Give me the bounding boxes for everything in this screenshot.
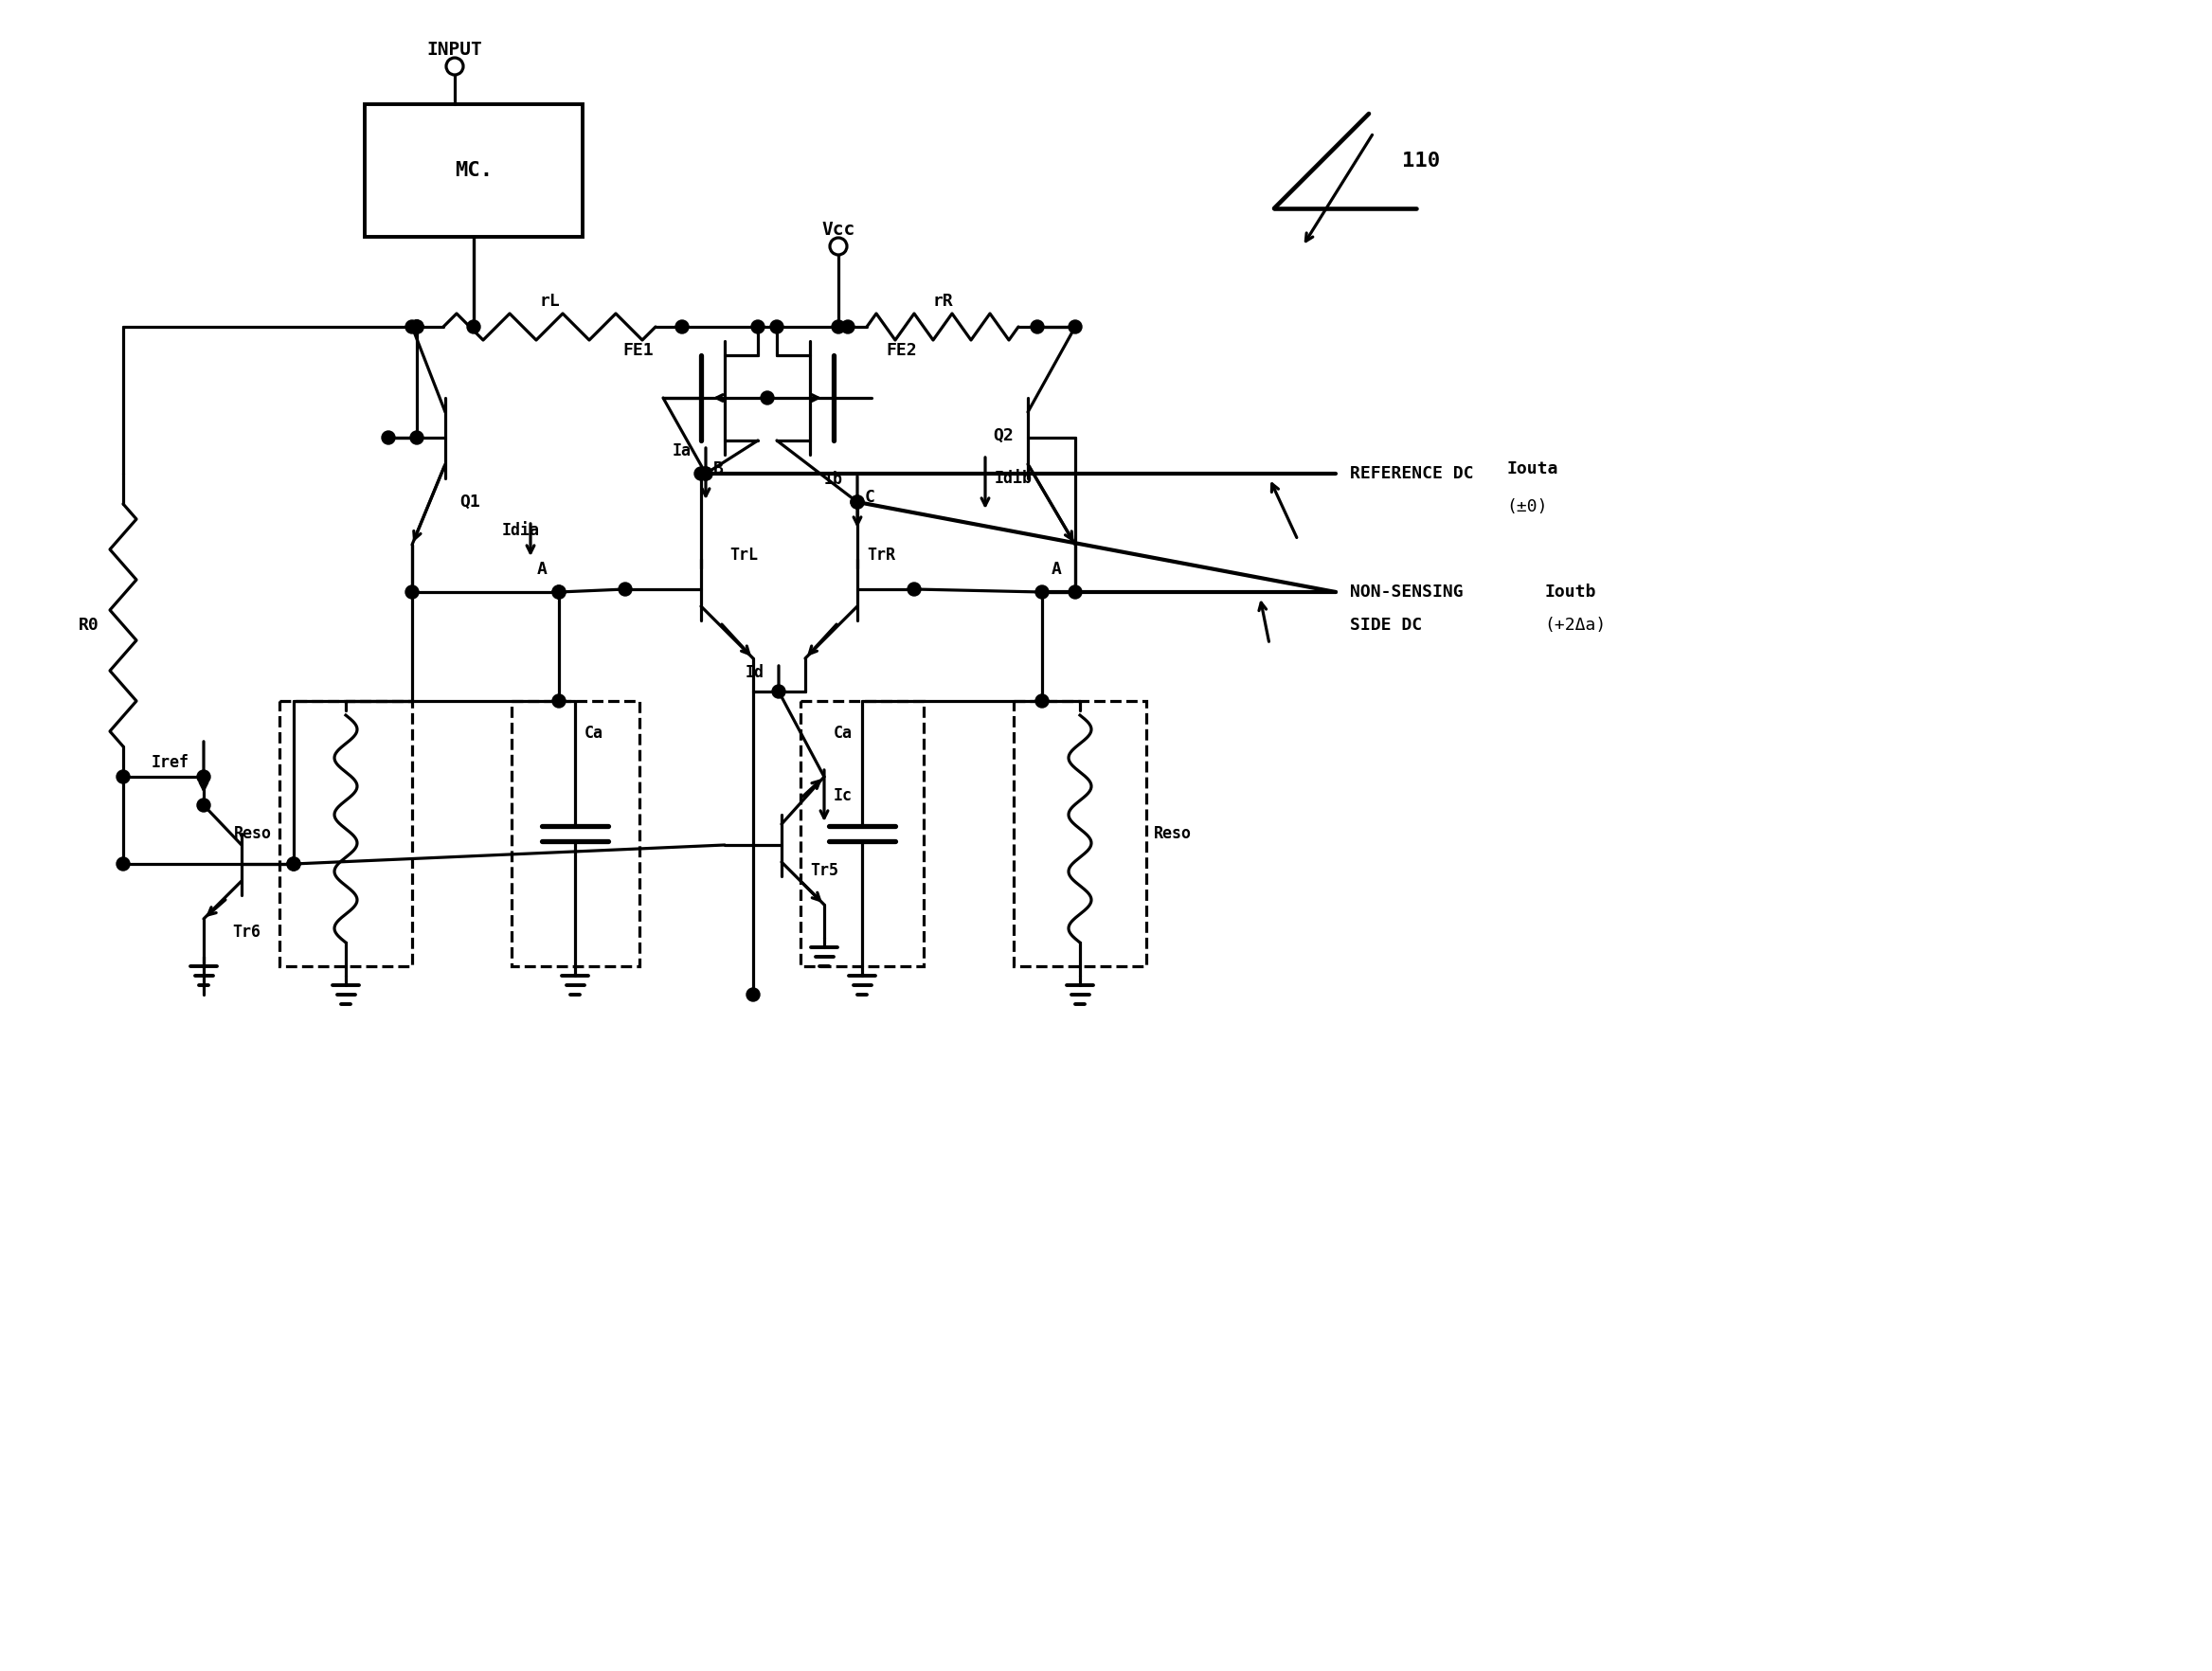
Text: Tr5: Tr5 xyxy=(810,862,838,879)
Text: Ca: Ca xyxy=(834,725,852,742)
Bar xyxy=(1013,702,1146,966)
Text: A: A xyxy=(538,561,549,578)
Text: TrR: TrR xyxy=(867,546,896,563)
Text: MC.: MC. xyxy=(456,160,493,180)
Circle shape xyxy=(1031,321,1044,334)
Bar xyxy=(801,702,925,966)
Bar xyxy=(279,702,411,966)
Text: Ib: Ib xyxy=(825,471,843,488)
Text: (±0): (±0) xyxy=(1506,498,1548,515)
Text: Iouta: Iouta xyxy=(1506,461,1557,478)
Text: Ia: Ia xyxy=(672,443,692,460)
Text: Idib: Idib xyxy=(995,470,1033,486)
Circle shape xyxy=(761,391,774,404)
Text: FE1: FE1 xyxy=(624,343,655,359)
Text: FE2: FE2 xyxy=(885,343,916,359)
Circle shape xyxy=(695,466,708,480)
Circle shape xyxy=(288,857,301,871)
Circle shape xyxy=(383,431,396,444)
Circle shape xyxy=(288,857,301,871)
Text: Idia: Idia xyxy=(502,521,540,540)
Circle shape xyxy=(197,799,210,812)
Circle shape xyxy=(409,321,422,334)
Circle shape xyxy=(409,321,422,334)
Circle shape xyxy=(1068,585,1082,598)
Circle shape xyxy=(745,988,759,1001)
Circle shape xyxy=(1035,585,1048,598)
Circle shape xyxy=(832,321,845,334)
Text: Tr6: Tr6 xyxy=(232,924,261,941)
Text: Ca: Ca xyxy=(584,725,604,742)
Text: A: A xyxy=(1051,561,1062,578)
Circle shape xyxy=(699,466,712,480)
Circle shape xyxy=(405,321,418,334)
Text: rR: rR xyxy=(931,292,953,309)
Text: Q2: Q2 xyxy=(993,428,1013,444)
Circle shape xyxy=(553,585,566,598)
Text: REFERENCE DC: REFERENCE DC xyxy=(1349,465,1473,483)
Circle shape xyxy=(467,321,480,334)
Text: NON-SENSING: NON-SENSING xyxy=(1349,583,1464,600)
Text: rL: rL xyxy=(540,292,560,309)
Circle shape xyxy=(619,583,633,597)
Circle shape xyxy=(1068,321,1082,334)
Bar xyxy=(511,702,639,966)
Text: TrL: TrL xyxy=(730,546,759,563)
Text: SIDE DC: SIDE DC xyxy=(1349,617,1422,633)
Circle shape xyxy=(841,321,854,334)
Text: 110: 110 xyxy=(1402,152,1440,170)
Text: Ioutb: Ioutb xyxy=(1544,583,1595,600)
Text: C: C xyxy=(865,490,876,506)
Bar xyxy=(365,104,582,237)
Circle shape xyxy=(1035,695,1048,707)
Circle shape xyxy=(852,495,865,508)
Circle shape xyxy=(117,770,131,784)
Circle shape xyxy=(553,585,566,598)
Text: INPUT: INPUT xyxy=(427,40,482,58)
Circle shape xyxy=(675,321,688,334)
Circle shape xyxy=(770,321,783,334)
Text: Q1: Q1 xyxy=(460,493,480,511)
Text: Ic: Ic xyxy=(834,787,852,804)
Text: Vcc: Vcc xyxy=(821,221,856,239)
Text: Id: Id xyxy=(745,663,765,682)
Text: B: B xyxy=(712,461,723,478)
Circle shape xyxy=(752,321,765,334)
Circle shape xyxy=(772,685,785,698)
Circle shape xyxy=(409,321,422,334)
Circle shape xyxy=(553,695,566,707)
Circle shape xyxy=(907,583,920,597)
Text: (+2Δa): (+2Δa) xyxy=(1544,617,1606,633)
Circle shape xyxy=(852,495,865,508)
Text: Iref: Iref xyxy=(153,754,190,770)
Text: Reso: Reso xyxy=(1155,825,1192,842)
Circle shape xyxy=(699,466,712,480)
Text: R0: R0 xyxy=(80,617,100,633)
Circle shape xyxy=(197,770,210,784)
Text: Reso: Reso xyxy=(234,825,272,842)
Circle shape xyxy=(405,585,418,598)
Circle shape xyxy=(117,857,131,871)
Circle shape xyxy=(409,431,422,444)
